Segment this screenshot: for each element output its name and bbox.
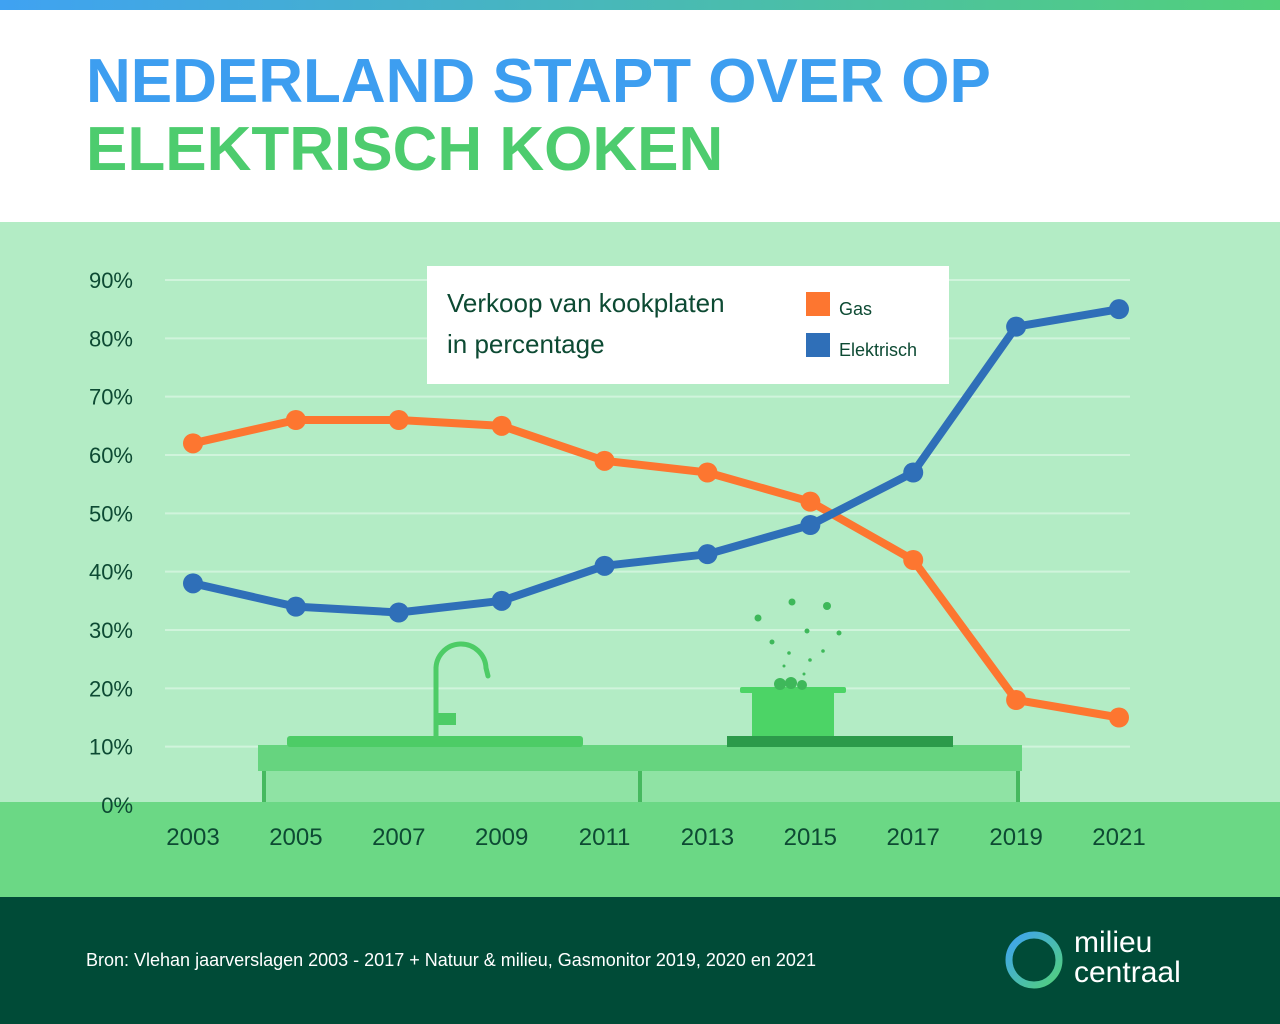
- data-point-gas: [594, 450, 615, 471]
- data-point-elektrisch: [183, 573, 203, 594]
- faucet-handle: [438, 713, 456, 725]
- source-note: Bron: Vlehan jaarverslagen 2003 - 2017 +…: [86, 950, 816, 970]
- x-tick-label: 2009: [475, 824, 528, 851]
- y-tick-label: 10%: [89, 735, 133, 760]
- x-tick-label: 2017: [887, 824, 940, 851]
- legend-title-line-2: in percentage: [447, 329, 605, 359]
- legend-box: [427, 266, 949, 384]
- series-layer: [183, 299, 1129, 728]
- legend-label-elektrisch: Elektrisch: [839, 340, 917, 360]
- legend-swatch-elektrisch: [806, 333, 830, 357]
- data-point-gas: [1109, 707, 1129, 728]
- kitchen-illustration: [258, 598, 1022, 802]
- legend-title-line-1: Verkoop van kookplaten: [447, 288, 725, 318]
- data-point-gas: [800, 491, 821, 512]
- data-point-elektrisch: [285, 596, 306, 617]
- data-point-gas: [903, 550, 924, 570]
- y-tick-label: 60%: [89, 443, 133, 468]
- y-tick-label: 30%: [89, 618, 133, 643]
- logo-line-1: milieu: [1074, 926, 1153, 959]
- y-tick-label: 50%: [89, 501, 133, 526]
- logo-wordmark: milieu centraal: [1074, 928, 1181, 988]
- y-tick-label: 90%: [89, 268, 133, 293]
- logo-line-2: centraal: [1074, 956, 1181, 989]
- faucet-icon: [433, 641, 491, 740]
- x-axis-ticks: 2003 2005 2007 2009 2011 2013 2015 2017 2019 2021: [166, 824, 1145, 851]
- data-point-elektrisch: [800, 515, 821, 535]
- series-line-elektrisch: [189, 305, 1123, 617]
- data-point-elektrisch: [1109, 299, 1129, 320]
- x-tick-label: 2011: [579, 824, 631, 851]
- x-tick-label: 2015: [784, 824, 837, 851]
- legend: Verkoop van kookplaten in percentage Gas…: [427, 266, 949, 384]
- data-point-elektrisch: [697, 544, 718, 565]
- legend-label-gas: Gas: [839, 299, 872, 319]
- data-point-gas: [697, 462, 718, 483]
- page-title-line-2: ELEKTRISCH KOKEN: [86, 115, 724, 184]
- hob: [727, 736, 953, 747]
- legend-swatch-gas: [806, 292, 830, 316]
- x-tick-label: 2019: [989, 824, 1042, 851]
- data-point-elektrisch: [903, 462, 924, 483]
- data-point-gas: [1006, 690, 1027, 710]
- y-tick-label: 70%: [89, 385, 133, 410]
- y-tick-label: 80%: [89, 326, 133, 351]
- y-tick-label: 20%: [89, 676, 133, 701]
- x-tick-label: 2021: [1092, 824, 1145, 851]
- series-line-gas: [189, 416, 1123, 722]
- data-point-elektrisch: [1006, 316, 1027, 337]
- x-tick-label: 2007: [372, 824, 425, 851]
- pot-rim: [740, 687, 846, 693]
- data-point-gas: [183, 433, 203, 454]
- counter-top: [258, 745, 1022, 771]
- line-chart: 0%10%20%30%40%50%60%70%80%90% 2003 2005 20…: [0, 222, 1280, 897]
- page-title-line-1: NEDERLAND STAPT OVER OP: [86, 47, 991, 116]
- sink: [287, 736, 583, 747]
- data-point-gas: [491, 415, 512, 436]
- ground-band: [0, 802, 1280, 897]
- x-tick-label: 2003: [166, 824, 219, 851]
- data-point-gas: [285, 410, 306, 430]
- data-point-elektrisch: [491, 590, 512, 611]
- steam-bubbles: [754, 598, 842, 690]
- x-tick-label: 2013: [681, 824, 734, 851]
- data-point-elektrisch: [594, 555, 615, 576]
- ring-logo-icon: [1005, 931, 1063, 989]
- data-point-elektrisch: [388, 602, 409, 623]
- x-tick-label: 2005: [269, 824, 322, 851]
- y-tick-label: 40%: [89, 560, 133, 585]
- top-gradient-bar: [0, 0, 1280, 10]
- y-axis-ticks: 0% 10% 20% 30% 40% 50% 60% 70% 80% 90%: [89, 268, 133, 818]
- data-point-gas: [388, 410, 409, 430]
- y-tick-label: 0%: [101, 793, 133, 818]
- footer: [0, 897, 1280, 1024]
- pot-icon: [752, 690, 834, 736]
